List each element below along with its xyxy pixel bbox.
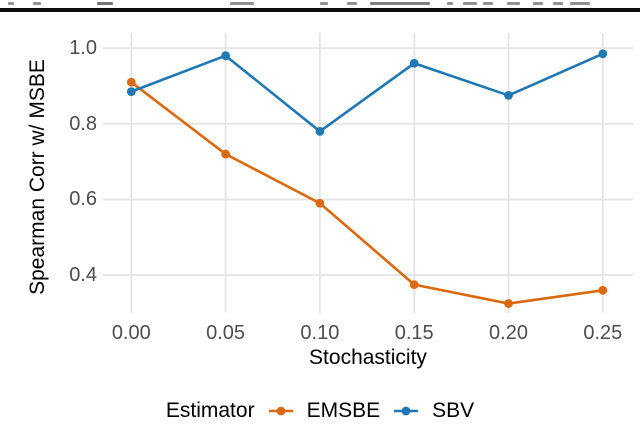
data-point-sbv xyxy=(221,51,230,61)
legend-label-emsbe: EMSBE xyxy=(306,399,381,422)
data-point-sbv xyxy=(504,91,513,100)
y-tick-label: 0.8 xyxy=(69,112,97,135)
y-tick-label: 0.4 xyxy=(69,264,97,287)
data-point-emsbe xyxy=(221,149,230,159)
series-line-emsbe xyxy=(130,81,604,305)
data-point-sbv xyxy=(598,49,608,59)
legend-key-line-dot-icon xyxy=(394,406,419,416)
x-tick-label: 0.10 xyxy=(300,322,340,344)
y-tick-label: 1.0 xyxy=(69,37,97,60)
legend-title: Estimator xyxy=(165,399,255,422)
data-point-sbv xyxy=(409,58,419,68)
cropped-text-remnants xyxy=(0,0,640,7)
x-tick-label: 0.00 xyxy=(111,322,151,344)
data-point-sbv xyxy=(315,126,325,136)
legend-key-line-dot-icon xyxy=(268,406,293,416)
x-tick-label: 0.15 xyxy=(394,322,434,344)
data-point-sbv xyxy=(126,87,136,97)
x-tick-label: 0.25 xyxy=(583,322,623,344)
data-point-emsbe xyxy=(598,285,608,295)
legend: Estimator EMSBE SBV xyxy=(0,399,640,423)
data-point-emsbe xyxy=(315,198,325,208)
data-point-emsbe xyxy=(504,299,513,308)
x-tick-label: 0.05 xyxy=(206,322,246,344)
series-line-sbv xyxy=(130,52,604,133)
x-tick-label: 0.20 xyxy=(489,322,528,344)
y-tick-label: 0.6 xyxy=(69,188,97,211)
legend-label-sbv: SBV xyxy=(432,399,475,422)
y-axis-title: Spearman Corr w/ MSBE xyxy=(26,59,49,295)
horizontal-rule xyxy=(0,8,640,12)
data-point-emsbe xyxy=(409,280,419,290)
data-point-emsbe xyxy=(126,77,136,87)
x-axis-title: Stochasticity xyxy=(309,346,427,369)
